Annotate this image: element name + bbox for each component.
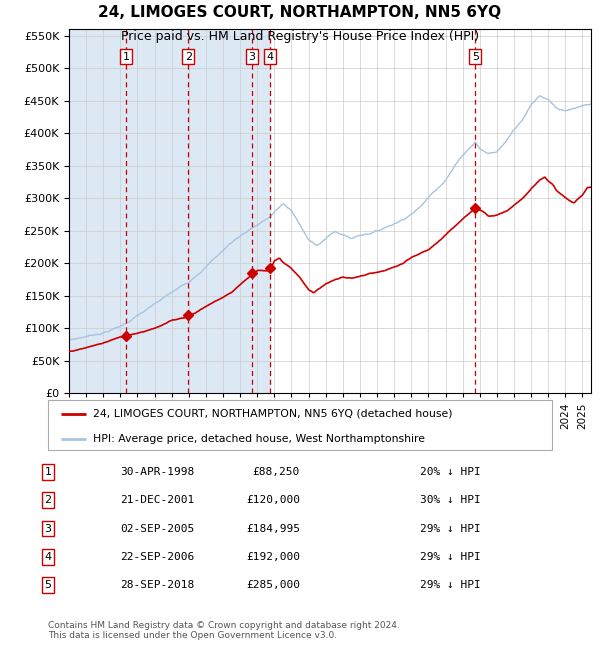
Text: Price paid vs. HM Land Registry's House Price Index (HPI): Price paid vs. HM Land Registry's House …	[121, 30, 479, 43]
Text: 24, LIMOGES COURT, NORTHAMPTON, NN5 6YQ: 24, LIMOGES COURT, NORTHAMPTON, NN5 6YQ	[98, 5, 502, 20]
Text: 5: 5	[472, 51, 479, 62]
Text: 29% ↓ HPI: 29% ↓ HPI	[420, 523, 481, 534]
Text: £120,000: £120,000	[246, 495, 300, 505]
Text: 24, LIMOGES COURT, NORTHAMPTON, NN5 6YQ (detached house): 24, LIMOGES COURT, NORTHAMPTON, NN5 6YQ …	[94, 409, 453, 419]
Text: 1: 1	[122, 51, 130, 62]
Bar	[69, 29, 126, 393]
Text: 2: 2	[185, 51, 192, 62]
Text: 2: 2	[44, 495, 52, 505]
Text: HPI: Average price, detached house, West Northamptonshire: HPI: Average price, detached house, West…	[94, 434, 425, 444]
Text: 29% ↓ HPI: 29% ↓ HPI	[420, 552, 481, 562]
Text: 22-SEP-2006: 22-SEP-2006	[120, 552, 194, 562]
Text: 4: 4	[44, 552, 52, 562]
Text: £184,995: £184,995	[246, 523, 300, 534]
Text: 30-APR-1998: 30-APR-1998	[120, 467, 194, 477]
Text: £192,000: £192,000	[246, 552, 300, 562]
Text: 3: 3	[44, 523, 52, 534]
Text: 02-SEP-2005: 02-SEP-2005	[120, 523, 194, 534]
Text: 4: 4	[266, 51, 274, 62]
Text: 20% ↓ HPI: 20% ↓ HPI	[420, 467, 481, 477]
FancyBboxPatch shape	[48, 400, 552, 450]
Text: 30% ↓ HPI: 30% ↓ HPI	[420, 495, 481, 505]
Text: £285,000: £285,000	[246, 580, 300, 590]
Text: 5: 5	[44, 580, 52, 590]
Text: 28-SEP-2018: 28-SEP-2018	[120, 580, 194, 590]
Bar	[126, 29, 188, 393]
Text: 3: 3	[248, 51, 255, 62]
Bar	[188, 29, 270, 393]
Text: 21-DEC-2001: 21-DEC-2001	[120, 495, 194, 505]
Text: £88,250: £88,250	[253, 467, 300, 477]
Text: 1: 1	[44, 467, 52, 477]
Text: Contains HM Land Registry data © Crown copyright and database right 2024.
This d: Contains HM Land Registry data © Crown c…	[48, 621, 400, 640]
Text: 29% ↓ HPI: 29% ↓ HPI	[420, 580, 481, 590]
